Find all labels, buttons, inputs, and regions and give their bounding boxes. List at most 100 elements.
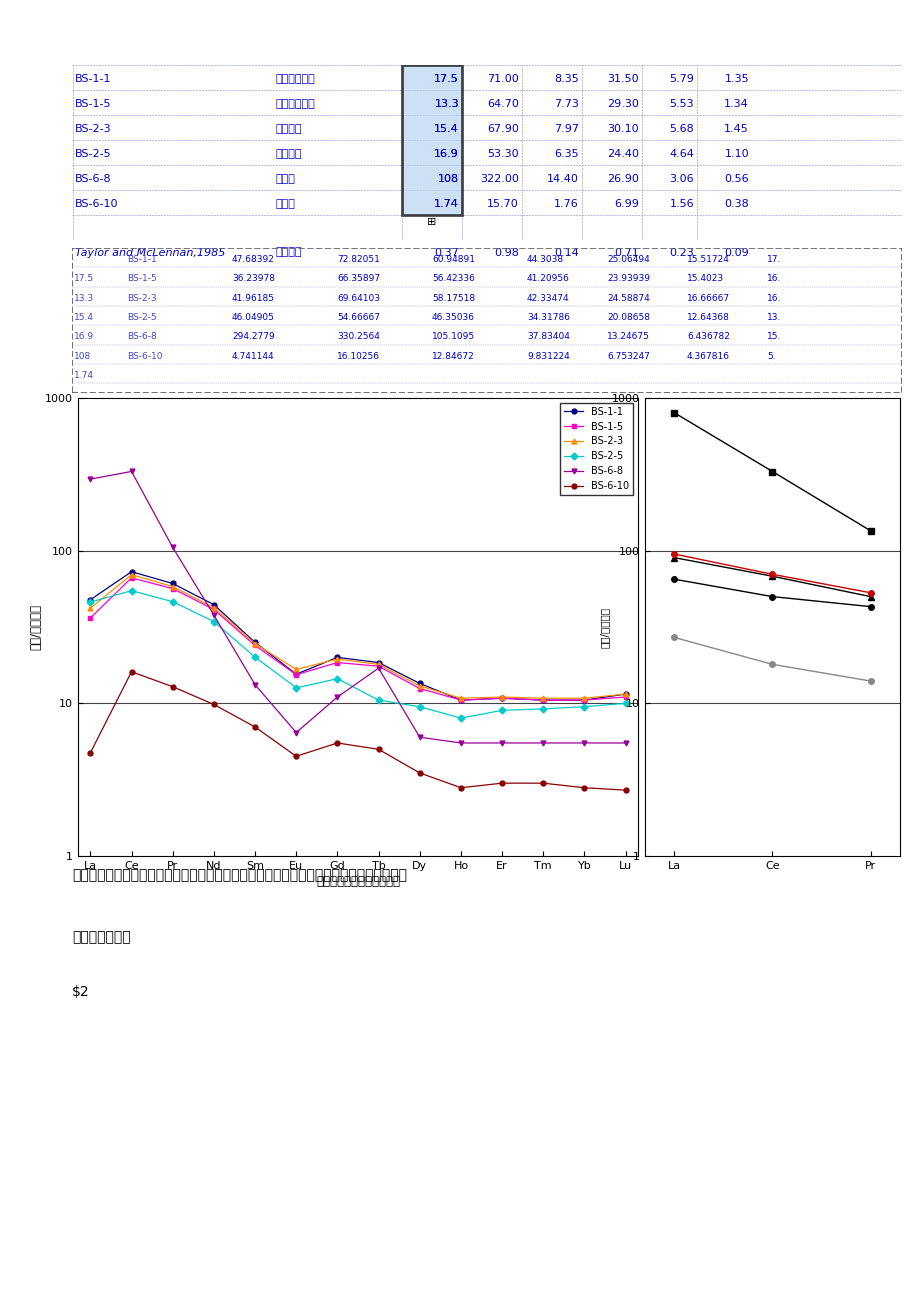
BS-1-1 (538, 693, 549, 708)
BS-6-10 (414, 766, 425, 781)
Text: BS-2-3: BS-2-3 (75, 124, 111, 134)
Text: 108: 108 (437, 173, 459, 184)
BS-2-5 (414, 699, 425, 715)
BS-6-10 (619, 783, 630, 798)
Text: 13.3: 13.3 (74, 294, 94, 303)
Text: 会自动生成图。: 会自动生成图。 (72, 931, 130, 944)
Text: 5.53: 5.53 (669, 99, 693, 109)
BS-1-1 (290, 667, 301, 682)
BS-1-1 (167, 575, 178, 591)
Text: 15.51724: 15.51724 (686, 255, 729, 264)
Text: 1.76: 1.76 (553, 199, 578, 208)
Text: 16.9: 16.9 (74, 332, 94, 341)
Text: 1.74: 1.74 (434, 199, 459, 208)
Text: 44.3038: 44.3038 (527, 255, 563, 264)
Text: 7.73: 7.73 (553, 99, 578, 109)
Text: BS-1-1: BS-1-1 (127, 255, 156, 264)
Text: 4.64: 4.64 (668, 148, 693, 159)
Text: 66.35897: 66.35897 (336, 275, 380, 284)
BS-1-1 (455, 693, 466, 708)
Text: 71.00: 71.00 (487, 74, 518, 83)
Text: 29.30: 29.30 (607, 99, 639, 109)
Text: 54.66667: 54.66667 (336, 312, 380, 322)
Text: 花岗班岩: 花岗班岩 (275, 148, 301, 159)
Text: Taylor and McLennan,1985: Taylor and McLennan,1985 (75, 247, 225, 258)
Text: 12.64368: 12.64368 (686, 312, 729, 322)
BS-2-3 (208, 600, 219, 616)
Text: 8.35: 8.35 (553, 74, 578, 83)
BS-1-5 (85, 611, 96, 626)
BS-2-5 (496, 703, 507, 719)
Text: ⊞: ⊞ (426, 217, 437, 227)
BS-1-1 (619, 686, 630, 702)
BS-2-3 (538, 690, 549, 706)
BS-2-3 (373, 656, 384, 672)
Y-axis label: 样品/球粒陨石: 样品/球粒陨石 (29, 604, 42, 650)
Line: BS-1-5: BS-1-5 (88, 575, 628, 703)
Text: 17.5: 17.5 (434, 74, 459, 83)
BS-1-5 (126, 570, 137, 586)
BS-1-5 (373, 659, 384, 674)
Text: 15.4: 15.4 (74, 312, 94, 322)
BS-6-8 (619, 736, 630, 751)
Text: 34.31786: 34.31786 (527, 312, 570, 322)
BS-2-3 (126, 566, 137, 582)
BS-6-10 (85, 745, 96, 760)
BS-2-5 (619, 695, 630, 711)
X-axis label: 稀土元素球粒陨石标准化图: 稀土元素球粒陨石标准化图 (315, 875, 400, 888)
Text: 5.: 5. (766, 352, 775, 361)
Text: 4.367816: 4.367816 (686, 352, 729, 361)
Text: 69.64103: 69.64103 (336, 294, 380, 303)
BS-6-10 (496, 776, 507, 792)
BS-2-3 (455, 690, 466, 706)
Text: 15.: 15. (766, 332, 780, 341)
Text: 9.831224: 9.831224 (527, 352, 569, 361)
BS-1-1 (414, 676, 425, 691)
Text: 24.58874: 24.58874 (607, 294, 649, 303)
Y-axis label: 样品/球粒陨石: 样品/球粒陨石 (598, 607, 608, 647)
Text: 16.66667: 16.66667 (686, 294, 730, 303)
Text: 15.70: 15.70 (487, 199, 518, 208)
Text: 6.35: 6.35 (554, 148, 578, 159)
BS-6-8 (290, 725, 301, 741)
Text: 330.2564: 330.2564 (336, 332, 380, 341)
Text: 31.50: 31.50 (607, 74, 639, 83)
Text: 294.2779: 294.2779 (232, 332, 275, 341)
BS-1-5 (578, 693, 589, 708)
BS-6-8 (373, 660, 384, 676)
Text: 1.45: 1.45 (723, 124, 748, 134)
Text: $2: $2 (72, 986, 89, 999)
BS-2-5 (208, 613, 219, 629)
BS-2-5 (290, 680, 301, 695)
BS-2-5 (578, 699, 589, 715)
Text: 16.10256: 16.10256 (336, 352, 380, 361)
Text: 1.74: 1.74 (434, 199, 459, 208)
BS-2-5 (332, 671, 343, 686)
Line: BS-1-1: BS-1-1 (88, 569, 628, 703)
Text: 58.17518: 58.17518 (432, 294, 474, 303)
Text: 1.74: 1.74 (74, 371, 94, 380)
Text: BS-6-8: BS-6-8 (127, 332, 156, 341)
BS-1-5 (619, 689, 630, 704)
Text: 20.08658: 20.08658 (607, 312, 650, 322)
BS-6-10 (455, 780, 466, 796)
BS-6-8 (455, 736, 466, 751)
BS-2-5 (249, 650, 260, 665)
BS-6-10 (126, 664, 137, 680)
BS-2-3 (167, 579, 178, 595)
Line: BS-2-5: BS-2-5 (88, 589, 628, 720)
Text: 108: 108 (74, 352, 91, 361)
Text: BS-6-10: BS-6-10 (75, 199, 119, 208)
BS-2-3 (496, 689, 507, 704)
Text: 108: 108 (437, 173, 459, 184)
Text: 0.23: 0.23 (668, 247, 693, 258)
BS-6-8 (496, 736, 507, 751)
BS-2-3 (619, 686, 630, 702)
Text: 56.42336: 56.42336 (432, 275, 474, 284)
Text: 13.3: 13.3 (434, 99, 459, 109)
Text: 16.: 16. (766, 294, 780, 303)
Text: 夕卡岩: 夕卡岩 (275, 199, 295, 208)
Text: 13.3: 13.3 (434, 99, 459, 109)
BS-2-5 (373, 693, 384, 708)
BS-1-1 (85, 592, 96, 608)
